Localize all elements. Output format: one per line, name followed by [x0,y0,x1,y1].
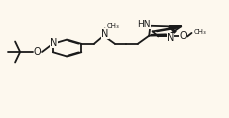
Text: CH₃: CH₃ [193,30,206,36]
Text: O: O [33,47,41,57]
Text: N: N [166,33,173,43]
Text: HN: HN [137,20,150,29]
Text: CH₃: CH₃ [106,23,119,29]
Text: N: N [101,29,108,39]
Text: N: N [50,38,57,48]
Text: O: O [178,31,186,41]
